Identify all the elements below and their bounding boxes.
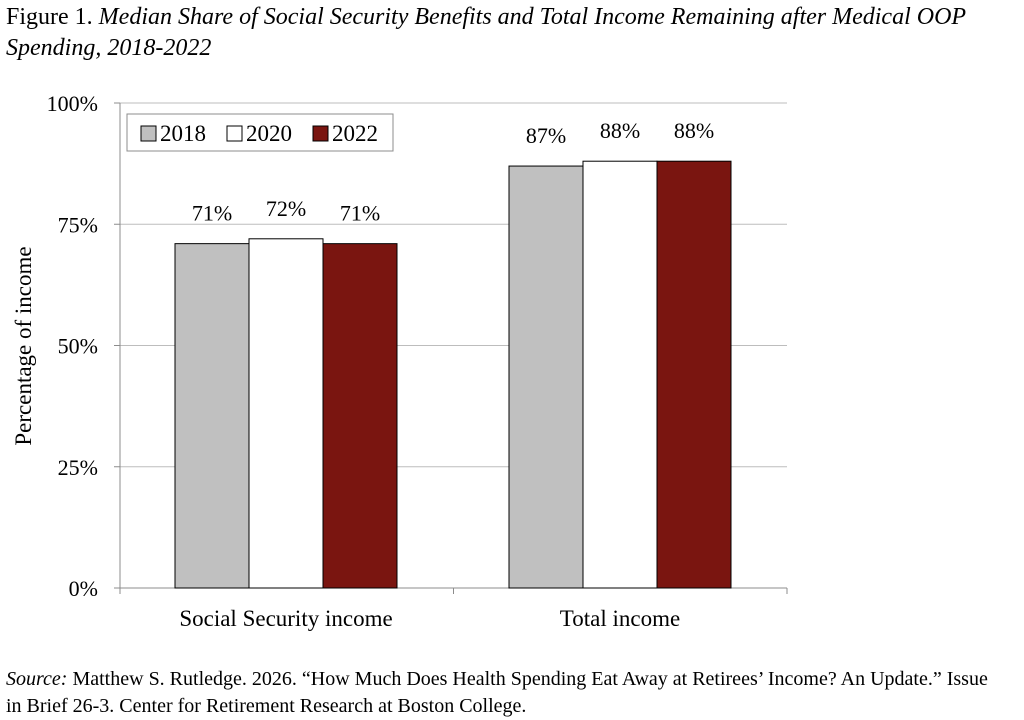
source-label: Source: [6,668,68,690]
legend-swatch-2018 [140,125,157,142]
y-tick-label: 0% [69,576,98,601]
bar-2018-1 [508,165,584,589]
data-label: 87% [526,123,566,148]
y-axis-title: Percentage of income [11,246,36,445]
source-note: Source: Matthew S. Rutledge. 2026. “How … [6,666,1006,720]
bar-2022-0 [322,243,398,589]
y-tick-label: 25% [58,455,98,480]
figure-label: Figure 1. [6,4,93,30]
data-label: 71% [192,201,232,226]
legend-label: 2018 [160,121,206,146]
data-label: 88% [600,118,640,143]
x-category-label: Social Security income [179,606,392,631]
figure-title: Figure 1. Median Share of Social Securit… [6,2,1006,64]
y-tick-label: 75% [58,212,98,237]
legend-label: 2020 [246,121,292,146]
y-tick-label: 100% [47,91,98,116]
data-label: 72% [266,196,306,221]
bar-chart: 0% 25% 50% 75% 100% 71% 87% 72% 88% 71% 88% Social … [11,91,788,631]
legend-swatch-2020 [226,125,243,142]
bar-2020-1 [582,160,658,589]
data-label: 88% [674,118,714,143]
legend-swatch-2022 [312,125,329,142]
y-tick-label: 50% [58,334,98,359]
legend-label: 2022 [332,121,378,146]
legend-box [126,113,394,152]
figure-title-text: Median Share of Social Security Benefits… [6,4,966,61]
bar-2022-1 [656,160,732,589]
bar-2020-0 [248,238,324,589]
source-text: Matthew S. Rutledge. 2026. “How Much Doe… [6,668,988,717]
x-category-label: Total income [560,606,680,631]
data-label: 71% [340,201,380,226]
bar-2018-0 [174,243,250,589]
